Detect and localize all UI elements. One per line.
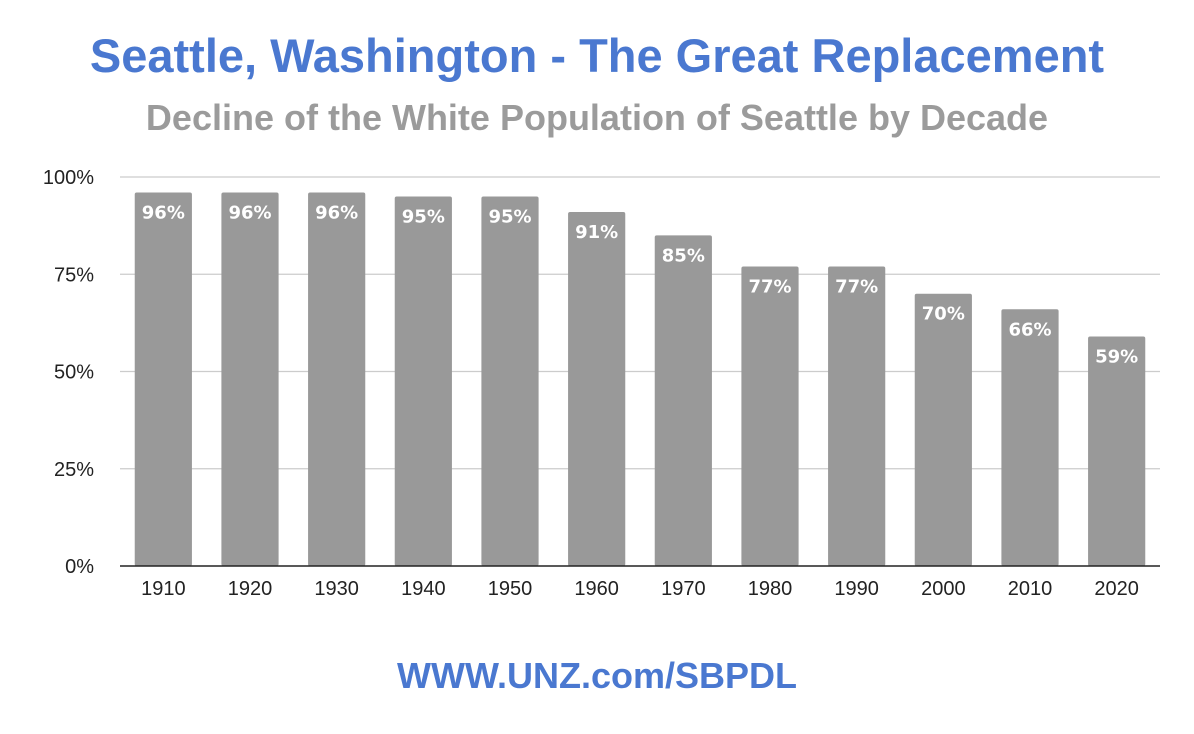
data-label-2020: 59% [1095, 346, 1138, 367]
data-label-1950: 95% [488, 206, 531, 227]
data-label-1930: 96% [315, 203, 358, 224]
x-tick-label-1980: 1980 [748, 578, 793, 600]
x-tick-label-2000: 2000 [921, 578, 966, 600]
x-tick-label-1920: 1920 [228, 578, 273, 600]
data-label-1940: 95% [402, 206, 445, 227]
y-tick-label: 100% [43, 167, 94, 189]
x-tick-label-2020: 2020 [1094, 578, 1139, 600]
bar-1910 [134, 192, 192, 566]
data-label-1960: 91% [575, 222, 618, 243]
x-tick-label-1950: 1950 [488, 578, 533, 600]
y-tick-label: 0% [65, 556, 94, 578]
x-tick-label-1910: 1910 [141, 578, 186, 600]
bar-2020 [1088, 336, 1146, 566]
chart-subtitle: Decline of the White Population of Seatt… [145, 97, 1049, 138]
labels: 0% 25% 50% 75% 100% 96% 1910 96% 1920 96% 1930 95% 1… [43, 167, 1139, 600]
x-tick-label-1960: 1960 [574, 578, 619, 600]
y-tick-label: 50% [54, 362, 94, 384]
bar-1930 [308, 192, 366, 566]
data-label-1970: 85% [662, 245, 705, 266]
bar-1970 [654, 235, 712, 566]
x-tick-label-1940: 1940 [401, 578, 446, 600]
data-label-1920: 96% [228, 203, 271, 224]
bar-2000 [914, 293, 972, 566]
x-tick-label-1930: 1930 [314, 578, 359, 600]
bar-1920 [221, 192, 279, 566]
x-tick-label-2010: 2010 [1008, 578, 1053, 600]
data-label-1990: 77% [835, 276, 878, 297]
data-label-2010: 66% [1008, 319, 1051, 340]
data-label-1910: 96% [142, 203, 185, 224]
y-tick-label: 25% [54, 459, 94, 481]
bar-1940 [394, 196, 452, 566]
footer-url: WWW.UNZ.com/SBPDL [397, 655, 797, 696]
bar-1990 [828, 266, 886, 566]
bars [134, 192, 1146, 566]
chart-title: Seattle, Washington - The Great Replacem… [89, 29, 1105, 82]
bar-2010 [1001, 309, 1059, 566]
data-label-1980: 77% [748, 276, 791, 297]
bar-1980 [741, 266, 799, 566]
gridlines [120, 176, 1160, 470]
bar-1960 [568, 212, 626, 566]
data-label-2000: 70% [922, 304, 965, 325]
x-tick-label-1970: 1970 [661, 578, 706, 600]
bar-1950 [481, 196, 539, 566]
x-tick-label-1990: 1990 [834, 578, 879, 600]
y-tick-label: 75% [54, 264, 94, 286]
